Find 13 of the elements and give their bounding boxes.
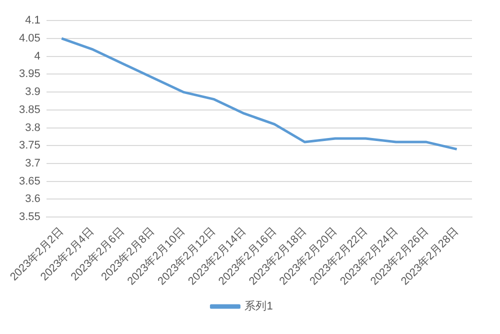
y-tick-label: 3.6 bbox=[25, 193, 40, 206]
y-tick-label: 3.8 bbox=[25, 122, 40, 134]
y-tick-label: 4.1 bbox=[25, 14, 40, 27]
legend-label: 系列1 bbox=[244, 300, 273, 313]
y-tick-label: 3.7 bbox=[25, 158, 40, 170]
y-tick-label: 3.55 bbox=[19, 211, 40, 224]
y-tick-label: 3.85 bbox=[19, 104, 40, 116]
y-tick-label: 3.95 bbox=[19, 68, 40, 80]
y-tick-label: 3.65 bbox=[19, 175, 40, 188]
y-tick-label: 4 bbox=[34, 50, 40, 62]
y-tick-label: 4.05 bbox=[19, 32, 40, 44]
y-tick-label: 3.75 bbox=[19, 140, 40, 152]
y-tick-label: 3.9 bbox=[25, 86, 40, 98]
